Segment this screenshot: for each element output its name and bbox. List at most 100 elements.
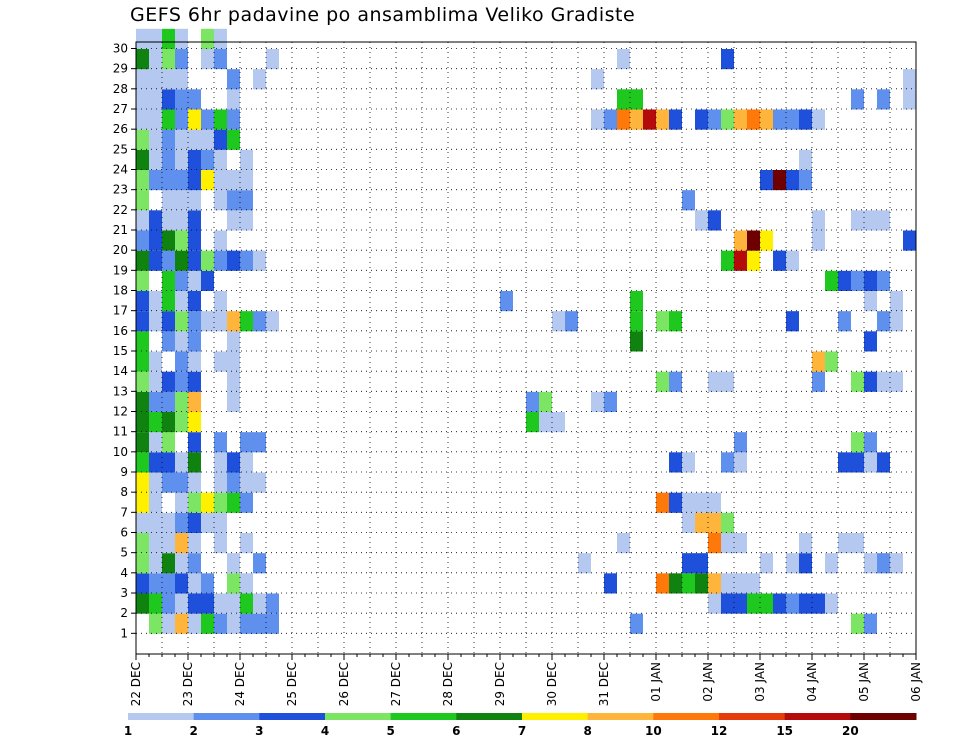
precip-cell (188, 472, 201, 493)
y-tick-label: 15 (113, 344, 128, 358)
precip-cell (240, 593, 253, 614)
legend-label: 7 (518, 724, 526, 738)
precip-cell (188, 311, 201, 332)
precip-cell (760, 553, 773, 574)
precip-cell (786, 311, 799, 332)
precip-cell (175, 250, 188, 271)
precip-cell (526, 391, 539, 412)
precip-cell (214, 109, 227, 130)
precip-cell (721, 512, 734, 533)
precip-cell (838, 533, 851, 554)
precip-cell (149, 291, 162, 312)
precip-cell (266, 593, 279, 614)
precip-cell (175, 230, 188, 251)
precip-cell (708, 371, 721, 392)
precip-cell (799, 553, 812, 574)
precip-cell (188, 412, 201, 433)
precip-cell (721, 250, 734, 271)
precip-cell (253, 472, 266, 493)
precip-cell (175, 391, 188, 412)
precip-cell (786, 170, 799, 191)
heatmap-cells (136, 28, 916, 634)
precip-cell (136, 553, 149, 574)
precip-cell (799, 149, 812, 170)
precip-cell (630, 311, 643, 332)
x-tick-label: 24 DEC (233, 662, 247, 706)
precip-cell (162, 190, 175, 211)
x-tick-label: 28 DEC (441, 662, 455, 706)
precip-cell (539, 412, 552, 433)
precip-cell (149, 351, 162, 372)
precip-cell (877, 89, 890, 110)
precip-cell (136, 69, 149, 90)
precip-cell (669, 109, 682, 130)
y-tick-label: 7 (120, 505, 128, 519)
precip-cell (214, 28, 227, 49)
precip-cell (162, 129, 175, 150)
precip-cell (864, 553, 877, 574)
precip-cell (812, 351, 825, 372)
precip-cell (149, 533, 162, 554)
precip-cell (188, 492, 201, 513)
precip-cell (149, 573, 162, 594)
precip-cell (175, 553, 188, 574)
precip-cell (149, 49, 162, 70)
precip-cell (162, 533, 175, 554)
precip-cell (825, 553, 838, 574)
legend-label: 15 (776, 724, 793, 738)
precip-cell (903, 69, 916, 90)
precip-cell (656, 492, 669, 513)
precip-cell (539, 391, 552, 412)
precip-cell (227, 553, 240, 574)
y-tick-label: 22 (113, 203, 128, 217)
precip-cell (201, 28, 214, 49)
legend-label: 4 (321, 724, 329, 738)
precip-cell (201, 129, 214, 150)
precip-cell (734, 573, 747, 594)
precip-cell (214, 351, 227, 372)
precip-cell (864, 452, 877, 473)
precip-cell (695, 512, 708, 533)
precip-cell (240, 613, 253, 634)
precip-cell (656, 109, 669, 130)
precip-cell (695, 210, 708, 231)
precip-cell (227, 69, 240, 90)
precip-cell (188, 371, 201, 392)
precip-cell (136, 291, 149, 312)
precip-cell (877, 553, 890, 574)
precip-cell (630, 331, 643, 352)
precip-cell (227, 190, 240, 211)
legend-swatch (456, 713, 523, 720)
precip-cell (149, 593, 162, 614)
precip-cell (721, 593, 734, 614)
precip-cell (162, 371, 175, 392)
precip-cell (851, 452, 864, 473)
precip-cell (175, 613, 188, 634)
precip-cell (175, 49, 188, 70)
precip-cell (565, 311, 578, 332)
precip-cell (630, 109, 643, 130)
precip-cell (136, 129, 149, 150)
precip-cell (786, 109, 799, 130)
precip-cell (682, 190, 695, 211)
precip-cell (903, 89, 916, 110)
precip-cell (591, 391, 604, 412)
precip-cell (136, 170, 149, 191)
precip-cell (149, 492, 162, 513)
precip-cell (188, 613, 201, 634)
precip-cell (656, 311, 669, 332)
y-tick-label: 30 (113, 42, 128, 56)
precip-cell (149, 472, 162, 493)
precip-cell (136, 109, 149, 130)
x-tick-label: 27 DEC (389, 662, 403, 706)
precip-cell (773, 109, 786, 130)
precip-cell (877, 371, 890, 392)
precip-cell (175, 190, 188, 211)
precip-cell (799, 593, 812, 614)
precip-cell (227, 210, 240, 231)
precip-cell (162, 210, 175, 231)
precip-cell (162, 472, 175, 493)
precip-cell (708, 109, 721, 130)
precip-cell (734, 109, 747, 130)
precip-cell (149, 512, 162, 533)
